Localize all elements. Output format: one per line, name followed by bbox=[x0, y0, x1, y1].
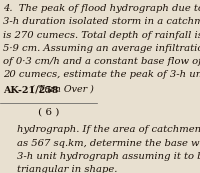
Text: 20 cumecs, estimate the peak of 3-h unit: 20 cumecs, estimate the peak of 3-h unit bbox=[3, 70, 200, 79]
Text: 4.  The peak of flood hydrograph due to a: 4. The peak of flood hydrograph due to a bbox=[3, 4, 200, 13]
Text: triangular in shape.: triangular in shape. bbox=[17, 165, 118, 173]
Text: ( Turn Over ): ( Turn Over ) bbox=[31, 85, 94, 94]
Text: 3-h unit hydrograph assuming it to be: 3-h unit hydrograph assuming it to be bbox=[17, 152, 200, 161]
Text: 3-h duration isolated storm in a catchment: 3-h duration isolated storm in a catchme… bbox=[3, 17, 200, 26]
Text: hydrograph. If the area of catchment is given: hydrograph. If the area of catchment is … bbox=[17, 125, 200, 134]
Text: 5·9 cm. Assuming an average infiltration loss: 5·9 cm. Assuming an average infiltration… bbox=[3, 44, 200, 53]
Text: ( 6 ): ( 6 ) bbox=[38, 107, 59, 116]
Text: as 567 sq.km, determine the base width of: as 567 sq.km, determine the base width o… bbox=[17, 139, 200, 148]
Text: AK-21/258: AK-21/258 bbox=[3, 85, 58, 94]
Text: is 270 cumecs. Total depth of rainfall is: is 270 cumecs. Total depth of rainfall i… bbox=[3, 31, 200, 40]
Text: of 0·3 cm/h and a constant base flow of: of 0·3 cm/h and a constant base flow of bbox=[3, 57, 200, 66]
